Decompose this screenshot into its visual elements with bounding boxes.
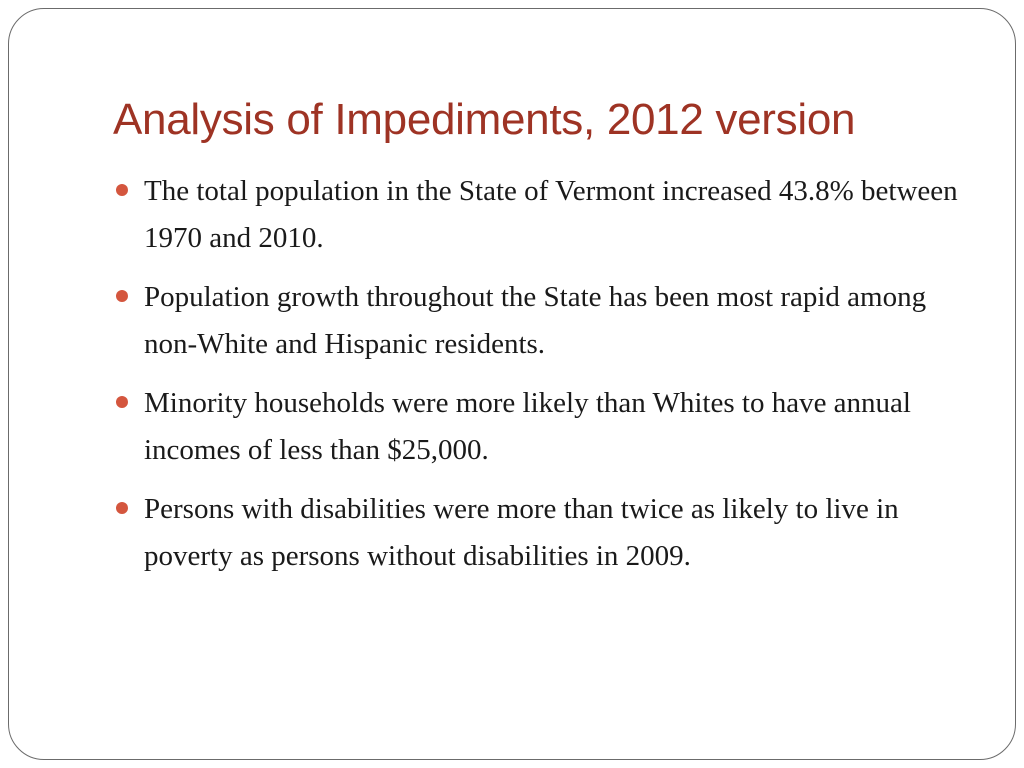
- bullet-dot-icon: [116, 502, 128, 514]
- bullet-item: Minority households were more likely tha…: [113, 380, 973, 474]
- slide-frame: [8, 8, 1016, 760]
- bullet-text: Population growth throughout the State h…: [144, 281, 927, 360]
- slide-title: Analysis of Impediments, 2012 version: [113, 95, 856, 144]
- bullet-text: Minority households were more likely tha…: [144, 387, 911, 466]
- bullet-dot-icon: [116, 396, 128, 408]
- bullet-dot-icon: [116, 184, 128, 196]
- bullet-item: The total population in the State of Ver…: [113, 168, 973, 262]
- bullet-text: Persons with disabilities were more than…: [144, 493, 899, 572]
- bullet-list: The total population in the State of Ver…: [113, 168, 973, 592]
- bullet-text: The total population in the State of Ver…: [144, 175, 958, 254]
- bullet-dot-icon: [116, 290, 128, 302]
- bullet-item: Population growth throughout the State h…: [113, 274, 973, 368]
- bullet-item: Persons with disabilities were more than…: [113, 486, 973, 580]
